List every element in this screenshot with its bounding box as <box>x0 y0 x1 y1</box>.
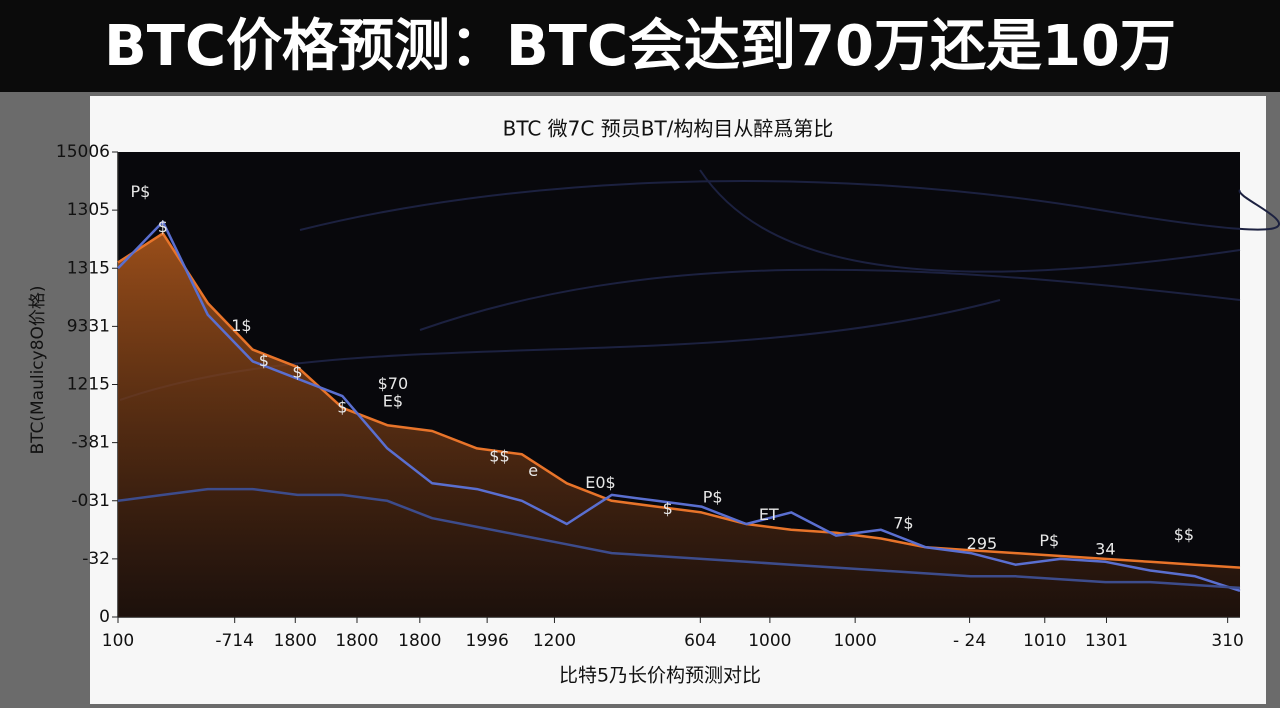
x-tick-label: 310 <box>1211 631 1243 651</box>
x-tick-label: 100 <box>102 631 134 651</box>
y-tick-label: 9331 <box>67 316 110 336</box>
x-tick-label: 1301 <box>1085 631 1128 651</box>
annotation: 295 <box>967 534 998 553</box>
x-tick-label: 1000 <box>834 631 877 651</box>
annotation: $70 <box>378 374 409 393</box>
annotation: $ <box>663 499 673 518</box>
x-tick-label: -714 <box>215 631 254 651</box>
series-line <box>117 220 1241 592</box>
y-tick-label: 1315 <box>67 258 110 278</box>
x-tick-label: 1800 <box>335 631 378 651</box>
annotation: 1$ <box>231 316 251 335</box>
annotation: P$ <box>1039 531 1059 550</box>
y-axis-label: BTC(Maulicy8O价格) <box>28 285 48 454</box>
y-tick-label: 15006 <box>56 142 110 162</box>
x-tick-label: 1000 <box>748 631 791 651</box>
banner-title: BTC价格预测：BTC会达到70万还是10万 <box>104 14 1176 79</box>
annotation: ET <box>759 505 779 524</box>
annotation: P$ <box>131 182 151 201</box>
y-tick-label: -381 <box>71 433 110 453</box>
y-tick-label: -031 <box>71 491 110 511</box>
y-tick-label: -32 <box>82 549 110 569</box>
annotation: $$ <box>1174 525 1194 544</box>
series-line <box>117 232 1241 569</box>
x-tick-label: 1010 <box>1023 631 1066 651</box>
annotation: P$ <box>703 487 723 506</box>
series-line <box>117 487 1241 590</box>
x-tick-label: 604 <box>684 631 716 651</box>
x-tick-label: - 24 <box>953 631 986 651</box>
annotation: 34 <box>1095 540 1115 559</box>
annotation: E0$ <box>585 473 615 492</box>
annotation: $ <box>337 397 347 416</box>
annotation: $ <box>158 217 168 236</box>
annotation: 7$ <box>893 514 913 533</box>
x-tick-label: 1200 <box>533 631 576 651</box>
annotation: e <box>528 461 538 480</box>
x-tick-label: 1800 <box>398 631 441 651</box>
annotation: $$ <box>489 447 509 466</box>
annotation: $ <box>292 362 302 381</box>
chart-title: BTC 微7C 预员BT/构构目从醉爲第比 <box>503 117 834 141</box>
y-tick-label: 1305 <box>67 200 110 220</box>
x-axis-label: 比特5乃长价构预测对比 <box>559 665 761 687</box>
annotation: E$ <box>383 391 403 410</box>
annotation: $ <box>259 351 269 370</box>
banner <box>0 0 1280 92</box>
x-tick-label: 1800 <box>274 631 317 651</box>
x-tick-label: 1996 <box>466 631 509 651</box>
y-tick-label: 1215 <box>67 375 110 395</box>
area <box>118 233 1240 617</box>
y-tick-label: 0 <box>99 607 110 627</box>
